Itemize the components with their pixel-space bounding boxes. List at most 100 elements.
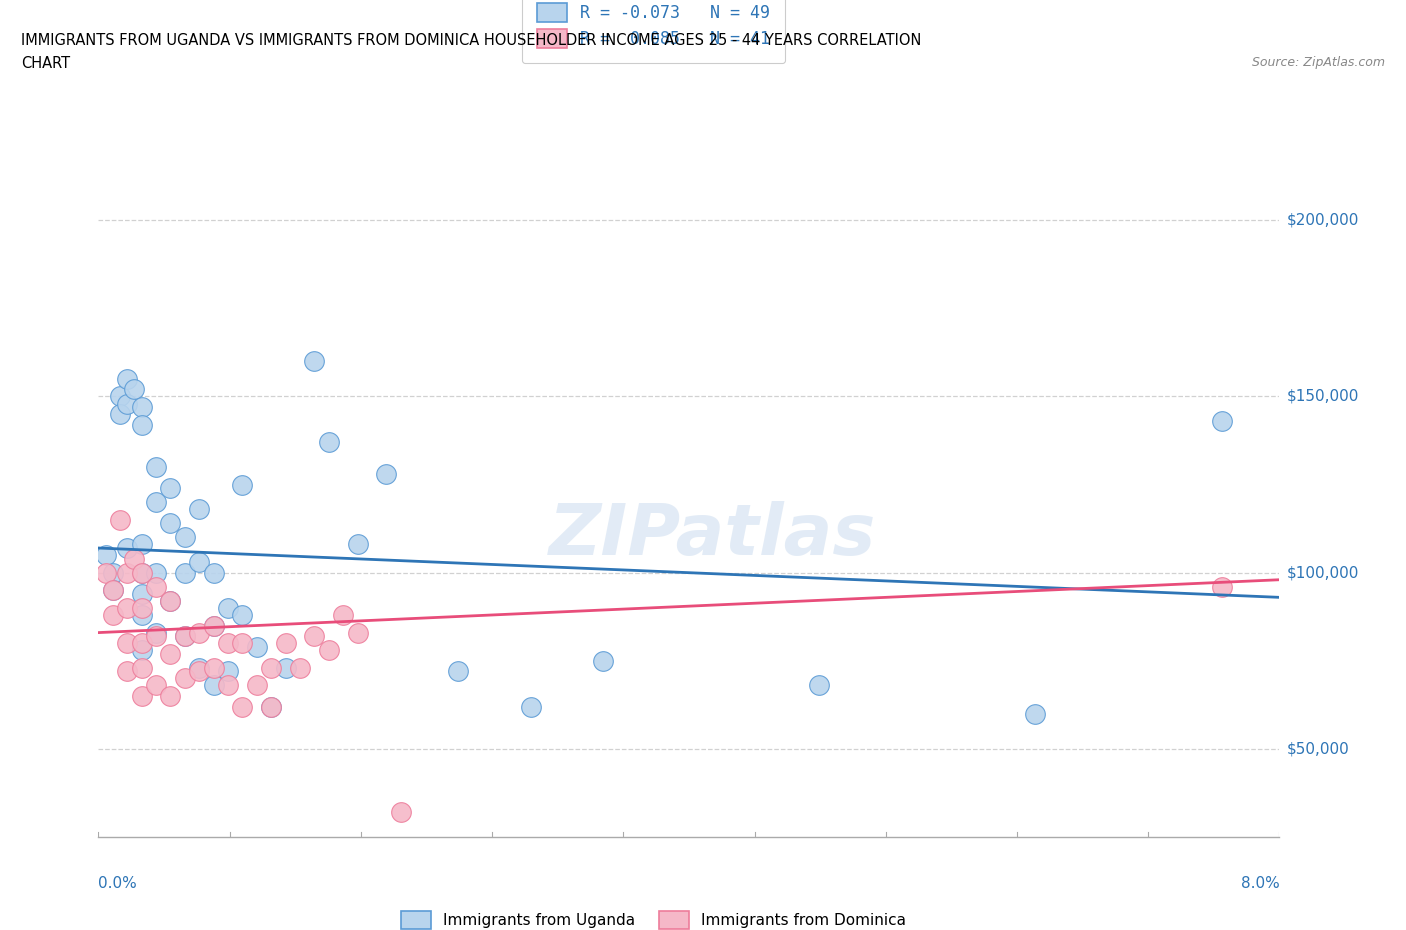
Point — [1211, 414, 1233, 429]
Point — [304, 629, 326, 644]
Point — [202, 618, 225, 633]
Point — [318, 435, 340, 450]
Point — [145, 678, 167, 693]
Point — [131, 587, 153, 602]
Point — [131, 660, 153, 675]
Point — [202, 565, 225, 580]
Point — [346, 625, 368, 640]
Point — [115, 396, 138, 411]
Point — [145, 495, 167, 510]
Point — [131, 601, 153, 616]
Point — [159, 646, 181, 661]
Point — [108, 512, 131, 527]
Y-axis label: Householder Income Ages 25 - 44 years: Householder Income Ages 25 - 44 years — [0, 349, 7, 656]
Text: $100,000: $100,000 — [1286, 565, 1358, 580]
Point — [115, 664, 138, 679]
Text: IMMIGRANTS FROM UGANDA VS IMMIGRANTS FROM DOMINICA HOUSEHOLDER INCOME AGES 25 - : IMMIGRANTS FROM UGANDA VS IMMIGRANTS FRO… — [21, 33, 921, 47]
Point — [115, 601, 138, 616]
Point — [807, 678, 830, 693]
Point — [592, 654, 614, 669]
Point — [124, 551, 146, 566]
Point — [131, 688, 153, 703]
Text: CHART: CHART — [21, 56, 70, 71]
Point — [188, 664, 211, 679]
Point — [145, 629, 167, 644]
Point — [1024, 706, 1046, 721]
Point — [173, 629, 195, 644]
Point — [108, 389, 131, 404]
Point — [115, 565, 138, 580]
Point — [124, 382, 146, 397]
Point — [131, 636, 153, 651]
Point — [202, 678, 225, 693]
Point — [145, 579, 167, 594]
Point — [274, 660, 297, 675]
Point — [274, 636, 297, 651]
Point — [217, 678, 239, 693]
Point — [101, 565, 124, 580]
Point — [188, 502, 211, 517]
Point — [159, 593, 181, 608]
Point — [304, 353, 326, 368]
Point — [188, 554, 211, 569]
Point — [131, 400, 153, 415]
Point — [375, 467, 398, 482]
Point — [173, 629, 195, 644]
Point — [173, 671, 195, 685]
Point — [101, 583, 124, 598]
Point — [145, 565, 167, 580]
Point — [115, 371, 138, 386]
Point — [346, 537, 368, 551]
Point — [318, 643, 340, 658]
Point — [231, 699, 253, 714]
Point — [108, 406, 131, 421]
Point — [260, 699, 283, 714]
Point — [159, 516, 181, 531]
Point — [188, 660, 211, 675]
Point — [159, 688, 181, 703]
Point — [145, 459, 167, 474]
Point — [260, 699, 283, 714]
Point — [202, 618, 225, 633]
Point — [217, 636, 239, 651]
Point — [173, 530, 195, 545]
Point — [173, 565, 195, 580]
Point — [231, 636, 253, 651]
Point — [131, 537, 153, 551]
Text: 0.0%: 0.0% — [98, 876, 138, 891]
Point — [447, 664, 470, 679]
Text: 8.0%: 8.0% — [1240, 876, 1279, 891]
Text: $50,000: $50,000 — [1286, 741, 1350, 756]
Point — [115, 636, 138, 651]
Legend: Immigrants from Uganda, Immigrants from Dominica: Immigrants from Uganda, Immigrants from … — [394, 904, 914, 930]
Text: Source: ZipAtlas.com: Source: ZipAtlas.com — [1251, 56, 1385, 69]
Point — [288, 660, 311, 675]
Text: $200,000: $200,000 — [1286, 213, 1358, 228]
Point — [231, 477, 253, 492]
Point — [202, 660, 225, 675]
Point — [101, 607, 124, 622]
Point — [115, 540, 138, 555]
Point — [101, 583, 124, 598]
Point — [260, 660, 283, 675]
Point — [217, 664, 239, 679]
Point — [246, 678, 269, 693]
Point — [131, 565, 153, 580]
Point — [246, 639, 269, 654]
Point — [145, 625, 167, 640]
Point — [389, 804, 412, 819]
Point — [131, 418, 153, 432]
Point — [231, 607, 253, 622]
Point — [131, 643, 153, 658]
Point — [94, 565, 117, 580]
Point — [94, 548, 117, 563]
Point — [1211, 579, 1233, 594]
Point — [188, 625, 211, 640]
Text: $150,000: $150,000 — [1286, 389, 1358, 404]
Point — [131, 565, 153, 580]
Point — [131, 607, 153, 622]
Point — [332, 607, 354, 622]
Point — [159, 481, 181, 496]
Point — [159, 593, 181, 608]
Text: ZIPatlas: ZIPatlas — [548, 501, 876, 570]
